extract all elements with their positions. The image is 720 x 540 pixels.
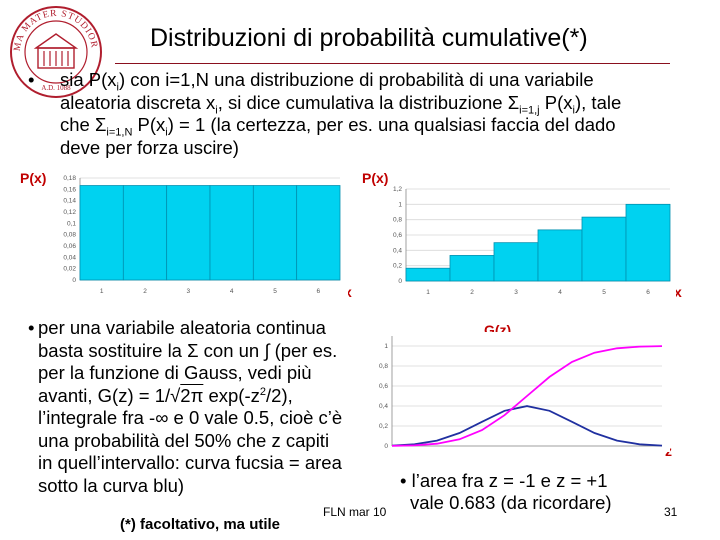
- y-tick-label: 0,16: [63, 186, 76, 193]
- x-tick-label: 6: [646, 289, 650, 296]
- bar: [122, 185, 168, 281]
- y-tick-label: 0,12: [63, 209, 76, 216]
- chart1-y-label: P(x): [20, 170, 47, 186]
- bar: [296, 185, 341, 281]
- x-tick-label: 5: [602, 289, 606, 296]
- x-tick-label: 4: [558, 289, 562, 296]
- bullet3-line1: • l’area fra z = -1 e z = +1: [400, 470, 608, 491]
- footer-note: (*) facoltativo, ma utile: [120, 516, 281, 533]
- bar: [405, 267, 451, 282]
- bullet-continuous: • per una variabile aleatoria continua b…: [28, 317, 368, 497]
- bullet-gauss-area: • l’area fra z = -1 e z = +1 vale 0.683 …: [400, 470, 612, 514]
- y-tick-label: 0: [398, 278, 402, 285]
- y-tick-label: 0,6: [379, 383, 388, 390]
- bar: [79, 185, 124, 281]
- bullet1-line2: aleatoria discreta xi, si dice cumulativ…: [60, 91, 622, 117]
- cumulative-bar-chart: 0 0,2 0,4 0,6 0,8 1 1,2 1 2 3 4 5 6: [388, 185, 676, 297]
- x-tick-label: 4: [230, 288, 234, 295]
- x-tick-label: 1: [426, 289, 430, 296]
- y-tick-label: 0,04: [63, 254, 76, 261]
- y-tick-label: 0,8: [379, 363, 388, 370]
- svg-text:ALMA MATER STUDIORUM: ALMA MATER STUDIORUM: [8, 4, 99, 52]
- bullet2-line2: basta sostituire la Σ con un ∫ (per es.: [38, 339, 338, 361]
- gauss-line-chart: 0 0,2 0,4 0,6 0,8 1: [370, 332, 670, 452]
- y-tick-label: 1: [384, 343, 388, 350]
- bullet-marker: •: [28, 317, 35, 338]
- bar: [209, 185, 254, 281]
- y-tick-label: 0,4: [379, 403, 388, 410]
- y-tick-label: 0,2: [393, 263, 402, 270]
- bullet2-line8: sotto la curva blu): [38, 474, 185, 496]
- y-tick-label: 1: [398, 201, 402, 208]
- y-tick-label: 0,6: [393, 232, 402, 239]
- x-tick-label: 2: [143, 288, 147, 295]
- gauss-density-line: [391, 405, 663, 447]
- bar: [625, 203, 671, 282]
- bullet-discrete: • sia P(xi) con i=1,N una distribuzione …: [28, 69, 688, 159]
- y-tick-label: 0: [384, 443, 388, 450]
- bullet1-line4: deve per forza uscire): [60, 136, 239, 158]
- x-tick-label: 1: [100, 288, 104, 295]
- y-tick-label: 0,02: [63, 266, 76, 273]
- bullet3-line2: vale 0.683 (da ricordare): [410, 492, 612, 513]
- bar: [166, 185, 211, 281]
- bullet2-line7: in quell’intervallo: curva fucsia = area: [38, 452, 342, 473]
- y-tick-label: 0,08: [63, 232, 76, 239]
- title-divider: [115, 63, 670, 64]
- x-tick-label: 3: [187, 288, 191, 295]
- footer-date: FLN mar 10: [323, 505, 387, 519]
- bullet-marker: •: [28, 69, 35, 90]
- y-tick-label: 0,14: [63, 198, 76, 205]
- page-number: 31: [664, 505, 678, 519]
- x-tick-label: 5: [273, 288, 277, 295]
- bar: [449, 255, 495, 282]
- bar: [493, 242, 539, 282]
- bar: [252, 185, 298, 281]
- y-tick-label: 0,2: [379, 423, 388, 430]
- university-seal-logo: ALMA MATER STUDIORUM A.D. 1088: [8, 4, 102, 98]
- y-tick-label: 0,8: [393, 217, 402, 224]
- slide-title: Distribuzioni di probabilità cumulative(…: [150, 24, 588, 52]
- x-tick-label: 2: [470, 289, 474, 296]
- y-tick-label: 0,1: [67, 220, 76, 227]
- logo-ring-text: ALMA MATER STUDIORUM: [8, 4, 98, 52]
- x-tick-label: 6: [317, 288, 321, 295]
- x-tick-label: 3: [514, 289, 518, 296]
- y-tick-label: 0: [72, 277, 76, 284]
- logo-bottom-text: A.D. 1088: [41, 84, 71, 92]
- bullet2-line3: per la funzione di Gauss, vedi più: [38, 362, 312, 383]
- y-tick-label: 1,2: [393, 186, 402, 193]
- bullet1-line3: che Σi=1,N P(xi) = 1 (la certezza, per e…: [60, 114, 616, 139]
- gauss-cumulative-line: [391, 345, 663, 447]
- y-tick-label: 0,4: [393, 247, 402, 254]
- bullet2-line4: avanti, G(z) = 1/√2π exp(-z2/2),: [38, 384, 293, 406]
- y-tick-label: 0,06: [63, 243, 76, 250]
- bullet2-line1: per una variabile aleatoria continua: [38, 317, 326, 338]
- bullet2-line6: una probabilità del 50% che z capiti: [38, 429, 330, 451]
- chart2-y-label: P(x): [362, 170, 389, 186]
- bar: [581, 216, 627, 282]
- bar: [537, 229, 583, 282]
- y-tick-label: 0,18: [63, 175, 76, 182]
- bullet1-line1: sia P(xi) con i=1,N una distribuzione di…: [60, 69, 594, 94]
- bullet2-line5: l’integrale fra -∞ e 0 vale 0.5, cioè c’…: [38, 407, 343, 428]
- probability-bar-chart: 0 0,02 0,04 0,06 0,08 0,1 0,12 0,14 0,16 0,18 1 2 3 4…: [58, 172, 348, 298]
- chart2-x-label: x: [674, 284, 682, 300]
